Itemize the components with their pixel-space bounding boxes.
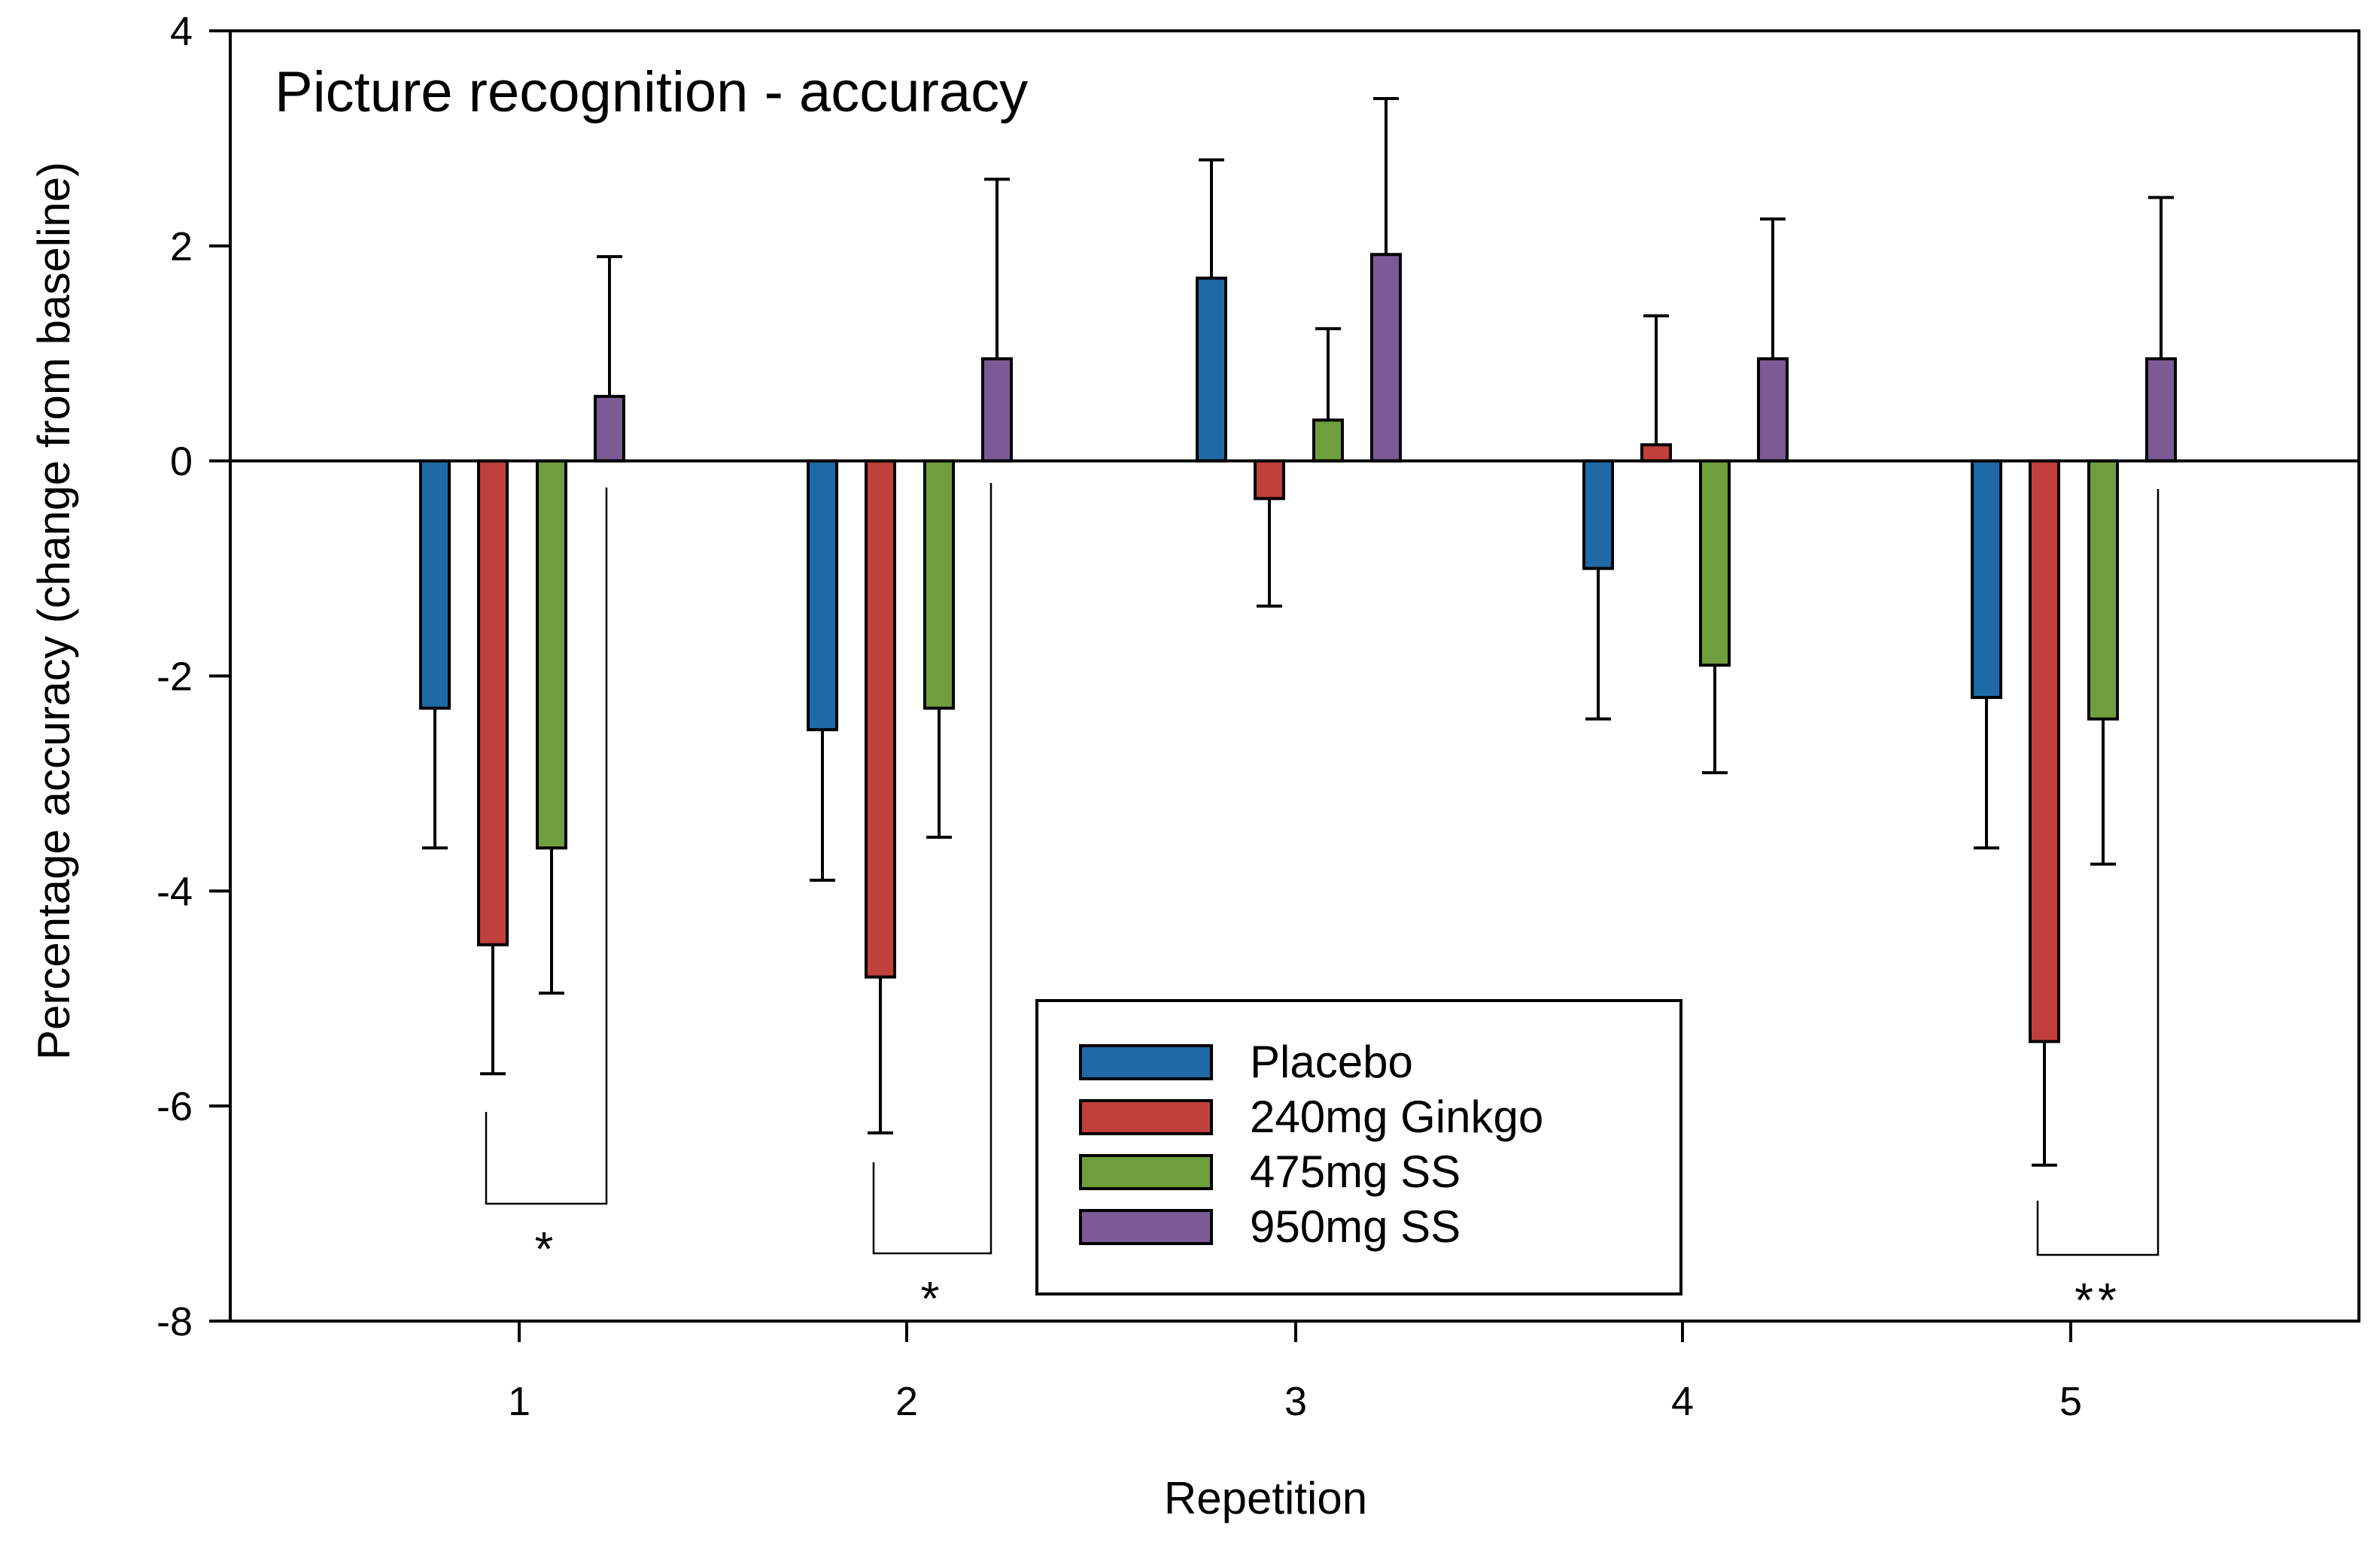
y-tick-label: -4 — [157, 869, 193, 914]
y-tick-label: 4 — [170, 9, 193, 54]
x-tick-label: 4 — [1671, 1379, 1694, 1424]
significance-bracket — [485, 488, 608, 1205]
bar-240mg-ginkgo-rep1 — [477, 459, 509, 946]
bar-240mg-ginkgo-rep3 — [1254, 459, 1285, 500]
bar-950mg-ss-rep3 — [1370, 253, 1402, 463]
x-axis-title: Repetition — [1164, 1473, 1367, 1523]
bar-475mg-ss-rep1 — [536, 459, 567, 850]
bar-placebo-rep5 — [1971, 459, 2002, 700]
bar-475mg-ss-rep5 — [2087, 459, 2119, 721]
y-tick-label: 0 — [170, 439, 193, 484]
y-tick-label: 2 — [170, 224, 193, 269]
legend-label: 240mg Ginkgo — [1250, 1092, 1543, 1142]
y-tick-label: -2 — [157, 655, 193, 700]
legend-swatch — [1079, 1209, 1213, 1245]
significance-marker: * — [535, 1222, 558, 1276]
bar-placebo-rep3 — [1196, 276, 1227, 463]
chart-marks: 420-2-4-6-81 2 3 4 5** ** — [157, 9, 2360, 1424]
x-tick-label: 5 — [2059, 1379, 2082, 1424]
legend-label: 950mg SS — [1250, 1201, 1461, 1252]
legend-swatch — [1079, 1154, 1213, 1190]
bar-475mg-ss-rep2 — [923, 459, 955, 710]
x-tick-label: 3 — [1284, 1379, 1307, 1424]
y-axis-title: Percentage accuracy (change from baselin… — [29, 162, 79, 1060]
bar-240mg-ginkgo-rep4 — [1640, 443, 1672, 463]
significance-marker: ** — [2075, 1273, 2121, 1327]
y-tick-label: -8 — [157, 1299, 193, 1344]
legend-label: Placebo — [1250, 1037, 1413, 1087]
x-tick-label: 1 — [508, 1379, 530, 1424]
bar-placebo-rep4 — [1582, 459, 1614, 570]
bar-475mg-ss-rep4 — [1699, 459, 1731, 667]
significance-marker: * — [921, 1271, 944, 1326]
legend-swatch — [1079, 1044, 1213, 1080]
bar-240mg-ginkgo-rep5 — [2029, 459, 2060, 1043]
x-tick-label: 2 — [895, 1379, 918, 1424]
bar-240mg-ginkgo-rep2 — [865, 459, 896, 979]
chart-title: Picture recognition - accuracy — [275, 60, 1028, 124]
legend-label: 475mg SS — [1250, 1147, 1461, 1197]
bar-950mg-ss-rep4 — [1757, 357, 1789, 463]
y-tick-label: -6 — [157, 1084, 193, 1129]
legend-swatch — [1079, 1099, 1213, 1135]
bar-placebo-rep1 — [419, 459, 451, 710]
bar-950mg-ss-rep1 — [594, 394, 625, 463]
significance-bracket — [872, 483, 992, 1255]
bar-475mg-ss-rep3 — [1312, 418, 1344, 463]
significance-bracket — [2036, 489, 2160, 1256]
bar-placebo-rep2 — [807, 459, 838, 731]
bar-950mg-ss-rep5 — [2145, 357, 2177, 463]
bar-950mg-ss-rep2 — [981, 357, 1013, 463]
